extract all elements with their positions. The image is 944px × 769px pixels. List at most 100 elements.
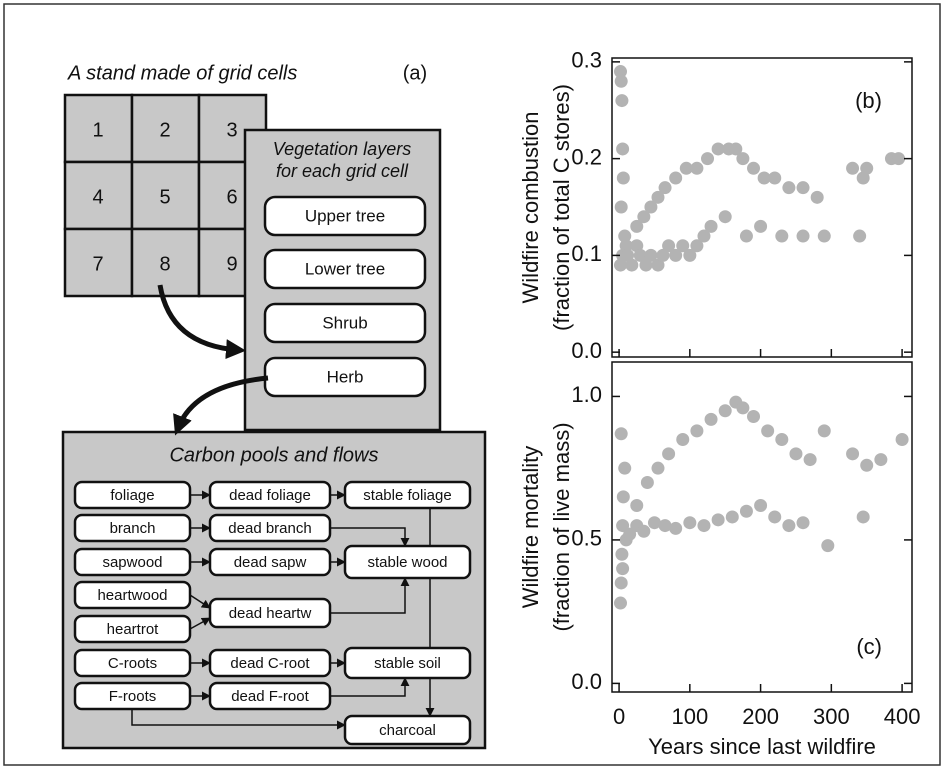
pool-box bbox=[208, 480, 332, 510]
point bbox=[860, 161, 874, 175]
arrow bbox=[157, 284, 246, 360]
point bbox=[676, 239, 690, 253]
point bbox=[651, 190, 665, 204]
flow-arrow bbox=[189, 617, 211, 630]
pool-label: stable foliage bbox=[363, 487, 451, 504]
diagram-title: A stand made of grid cells bbox=[67, 62, 297, 84]
pool-box bbox=[73, 547, 192, 577]
point bbox=[644, 248, 658, 262]
point bbox=[796, 181, 810, 195]
cell-label: 3 bbox=[226, 119, 237, 141]
x-tick-label: 400 bbox=[884, 704, 921, 729]
point bbox=[690, 424, 704, 438]
point bbox=[630, 219, 644, 233]
point bbox=[633, 248, 647, 262]
point bbox=[711, 142, 725, 156]
point bbox=[768, 171, 782, 185]
point bbox=[616, 562, 630, 576]
pool-box bbox=[343, 714, 472, 746]
point bbox=[647, 516, 661, 530]
layer-label: Herb bbox=[327, 367, 364, 386]
grid-cell bbox=[63, 160, 134, 231]
point bbox=[701, 152, 715, 166]
pool-label: stable wood bbox=[367, 554, 447, 571]
plot-frame bbox=[611, 57, 913, 358]
panel-label: (c) bbox=[856, 634, 882, 659]
pool-label: stable soil bbox=[374, 655, 441, 672]
point bbox=[757, 171, 771, 185]
point bbox=[817, 229, 831, 243]
point bbox=[623, 527, 637, 541]
arrow bbox=[173, 375, 269, 436]
pool-label: foliage bbox=[110, 487, 154, 504]
y-tick-label: 0.0 bbox=[571, 669, 602, 694]
pool-label: heartrot bbox=[107, 621, 160, 638]
plot-frame bbox=[611, 361, 913, 693]
flow-arrow bbox=[189, 594, 211, 609]
point bbox=[662, 239, 676, 253]
point bbox=[718, 210, 732, 224]
pool-label: dead F-root bbox=[231, 688, 309, 705]
flow-arrow bbox=[330, 577, 410, 614]
pool-label: branch bbox=[110, 520, 156, 537]
point bbox=[651, 258, 665, 272]
point bbox=[761, 424, 775, 438]
point bbox=[637, 210, 651, 224]
point bbox=[669, 171, 683, 185]
x-tick-label: 300 bbox=[813, 704, 850, 729]
pool-box bbox=[343, 646, 472, 680]
point bbox=[613, 596, 627, 610]
point bbox=[821, 539, 835, 553]
point bbox=[676, 432, 690, 446]
grid-cell bbox=[130, 227, 201, 298]
point bbox=[656, 248, 670, 262]
point bbox=[697, 229, 711, 243]
pool-box bbox=[73, 681, 192, 711]
pool-box bbox=[343, 480, 472, 510]
pool-box bbox=[208, 547, 332, 577]
point bbox=[639, 258, 653, 272]
cell-label: 6 bbox=[226, 186, 237, 208]
pool-label: dead branch bbox=[228, 520, 311, 537]
point bbox=[768, 510, 782, 524]
layer-label: Upper tree bbox=[305, 206, 385, 225]
pool-box bbox=[208, 597, 332, 629]
pool-box bbox=[73, 614, 192, 644]
pool-label: dead C-root bbox=[230, 655, 310, 672]
cell-label: 1 bbox=[92, 119, 103, 141]
pool-box bbox=[73, 513, 192, 543]
point bbox=[704, 219, 718, 233]
point bbox=[683, 248, 697, 262]
panel-label: (a) bbox=[403, 62, 427, 84]
y-tick-label: 0.2 bbox=[571, 144, 602, 169]
point bbox=[613, 258, 627, 272]
pool-box bbox=[208, 681, 332, 711]
point bbox=[613, 65, 627, 79]
layer-box bbox=[263, 248, 427, 290]
point bbox=[683, 516, 697, 530]
point bbox=[658, 519, 672, 533]
point bbox=[616, 519, 630, 533]
y-tick-label: 0.5 bbox=[571, 526, 602, 551]
point bbox=[754, 219, 768, 233]
point bbox=[775, 229, 789, 243]
point bbox=[679, 161, 693, 175]
point bbox=[615, 94, 629, 108]
layer-box bbox=[263, 302, 427, 344]
point bbox=[690, 239, 704, 253]
cell-label: 7 bbox=[92, 253, 103, 275]
pool-box bbox=[73, 580, 192, 610]
point bbox=[614, 576, 628, 590]
point bbox=[658, 181, 672, 195]
y-tick-label: 0.1 bbox=[571, 241, 602, 266]
point bbox=[796, 229, 810, 243]
point bbox=[725, 510, 739, 524]
cell-label: 9 bbox=[226, 253, 237, 275]
point bbox=[817, 424, 831, 438]
point bbox=[739, 504, 753, 518]
flow-arrow bbox=[131, 709, 346, 730]
y-tick-label: 0.0 bbox=[571, 338, 602, 363]
point bbox=[618, 229, 632, 243]
carbon-title: Carbon pools and flows bbox=[169, 444, 378, 466]
